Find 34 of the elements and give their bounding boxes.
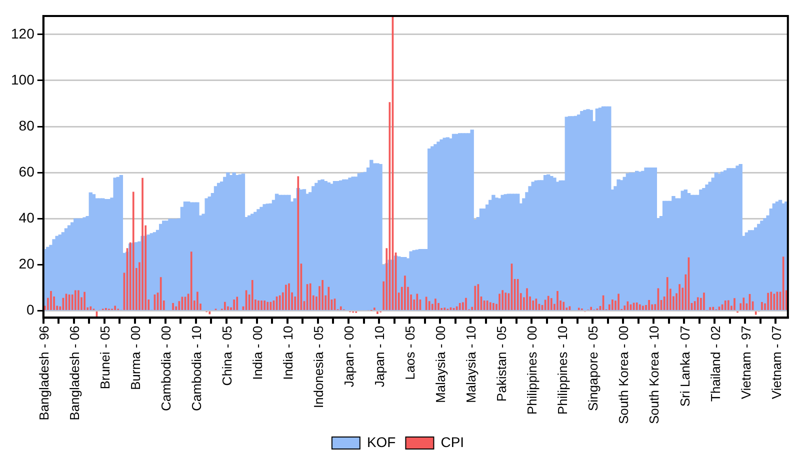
y-tick-label: 100	[11, 71, 35, 88]
x-tick-label: India - 10	[280, 326, 296, 380]
x-tick-label: Cambodia - 00	[158, 326, 174, 411]
x-tick-label: Bangladesh - 06	[66, 326, 82, 420]
x-tick-label: China - 05	[220, 326, 235, 386]
x-tick-label: Malaysia - 00	[433, 326, 448, 404]
x-tick-label: Japan - 10	[372, 326, 388, 388]
x-tick-label: Sri Lanka - 07	[677, 326, 692, 407]
x-tick-label: Vietnam - 97	[738, 326, 754, 400]
x-tick-label: South Korea - 10	[646, 326, 662, 424]
x-tick-label: Japan - 00	[342, 326, 357, 388]
y-tick-label: 20	[18, 256, 35, 272]
x-tick-label: Singapore - 05	[586, 326, 601, 411]
y-tick-label: 120	[11, 25, 35, 42]
x-tick-label: Indonesia - 05	[311, 326, 326, 408]
x-tick-label: Thailand - 02	[708, 326, 723, 402]
x-tick-label: Malaysia - 10	[464, 326, 479, 404]
x-tick-label: Cambodia - 10	[189, 326, 204, 411]
x-tick-label: Pakistan - 05	[494, 326, 510, 402]
x-tick-label: South Korea - 00	[616, 326, 632, 424]
y-tick-label: 0	[26, 302, 35, 318]
legend-label: CPI	[440, 434, 464, 450]
x-tick-label: Vietnam - 07	[768, 326, 784, 400]
x-tick-label: Philippines - 10	[555, 326, 570, 415]
x-tick-label: Burma - 00	[128, 326, 144, 390]
y-tick-label: 60	[18, 163, 35, 180]
x-tick-label: India - 00	[250, 326, 266, 380]
y-tick-label: 40	[18, 210, 35, 226]
x-tick-label: Brunei - 05	[97, 326, 112, 390]
x-tick-label: Philippines - 00	[524, 326, 540, 415]
x-tick-label: Bangladesh - 96	[36, 326, 52, 420]
y-tick-label: 80	[18, 117, 35, 134]
legend-label: KOF	[366, 434, 396, 450]
x-tick-label: Laos - 05	[402, 326, 418, 380]
